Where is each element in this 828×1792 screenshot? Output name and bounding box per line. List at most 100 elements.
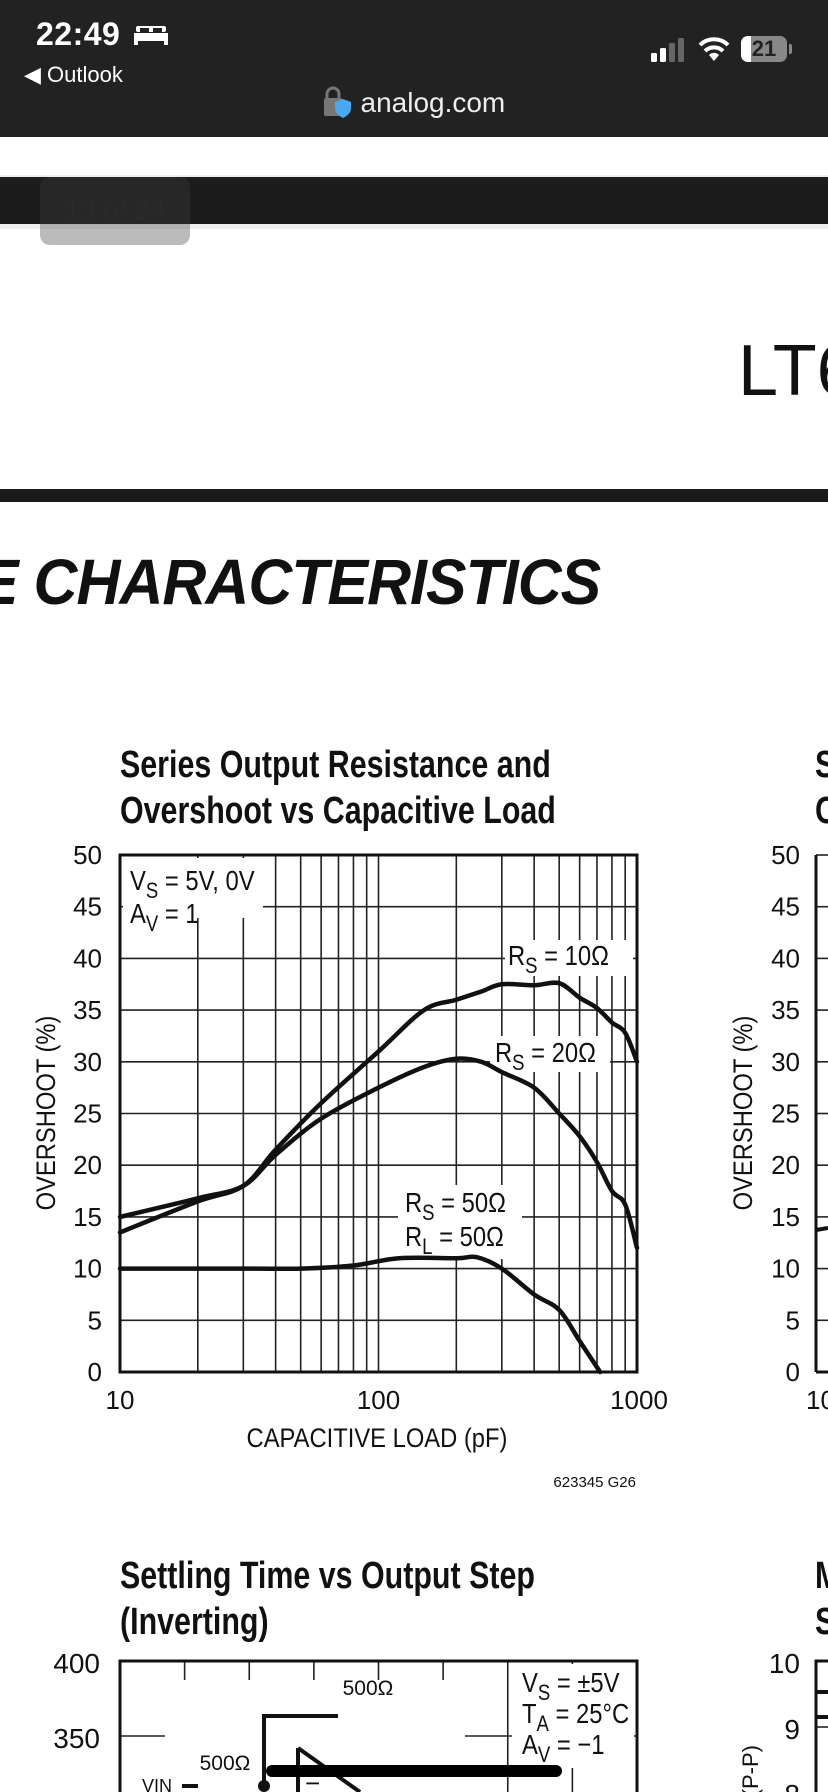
y-tick-label: 35 [771,995,800,1025]
condition-vs-rest: = ±5V [550,1666,620,1698]
page-indicator: 13 of 24 [40,177,190,245]
condition-ta-rest: = 25°C [549,1697,629,1729]
condition-ta: TA = 25°C [522,1697,629,1736]
chart3-title-line2: (Inverting) [120,1601,269,1643]
series-label-rs50: RS = 50Ω [405,1186,506,1225]
y-tick-label: 50 [73,840,102,870]
chart4-title-partial: M S [815,1553,828,1645]
condition-vs-main: V [130,864,146,896]
series-line-partial [815,1226,828,1232]
y-tick-label: 10 [771,1254,800,1284]
condition-ta-sub: A [537,1713,550,1737]
resistor-label-feedback: 500Ω [343,1677,394,1700]
label-bg [398,1185,522,1259]
condition-av-rest: = 1 [158,897,198,929]
series-line-3 [117,1254,603,1375]
chart4-partial: 10 9 8 (P-P) [738,1648,828,1792]
chart-title-line1: Series Output Resistance and [120,744,551,786]
condition-vs-sub: S [146,880,158,904]
overshoot-chart: 0 5 10 15 20 25 30 35 40 45 50 10 100 1000 CAPACITIVE … [32,840,668,1491]
series-line-2 [117,1056,640,1251]
series-label-rs10-main: R [508,939,525,971]
vin-label: VIN [142,1776,172,1792]
url-text: analog.com [360,87,506,118]
condition-vs-main: V [522,1666,538,1698]
condition-av-sub: V [538,1744,551,1768]
condition-ta-main: T [522,1697,537,1729]
wifi-icon [698,37,730,61]
chart2-title-line2: C [815,788,828,834]
plot-frame [118,853,639,1374]
label-bg [505,940,633,976]
resistor-label-input: 500Ω [200,1752,251,1775]
status-bar: 22:49 ◀ Outlook 21 analog.com [0,0,828,137]
battery-indicator: 21 [741,36,787,62]
battery-tip [789,44,792,54]
y-tick-label: 5 [88,1305,102,1335]
figure-id: 623345 G26 [553,1474,636,1491]
plot-frame [814,1659,828,1792]
chart-title-line2: Overshoot vs Capacitive Load [120,790,556,832]
condition-av: AV = 1 [130,897,199,936]
series-label-rs10-sub: S [525,955,537,979]
series-label-rs50-rest: = 50Ω [435,1186,506,1218]
section-title: E CHARACTERISTICS [0,546,601,618]
y-tick-label: 25 [73,1099,102,1129]
series-label-rs50-sub: S [422,1202,434,1226]
chart4-title-line2: S [815,1599,828,1645]
condition-vs-rest: = 5V, 0V [158,864,255,896]
junction-dot [258,1780,270,1792]
back-to-app-link[interactable]: ◀ Outlook [24,62,123,88]
pdf-toolbar [0,177,828,229]
y-tick-label: 40 [771,943,800,973]
y-tick-label: 45 [73,892,102,922]
x-tick-label: 1000 [610,1385,668,1415]
series-label-rs20-sub: S [512,1052,524,1076]
y-tick-label: 50 [771,840,800,870]
y-tick-label: 40 [73,943,102,973]
chart2-title-line1: S [815,742,828,788]
chart4-title-line1: M [815,1553,828,1599]
series-label-rs50-main: R [405,1186,422,1218]
y-tick-label: 0 [786,1357,800,1387]
y-tick-label: 350 [53,1723,100,1754]
chart-title: Series Output Resistance and Overshoot v… [120,742,556,834]
y-tick-label: 45 [771,892,800,922]
y-tick-label: 10 [73,1254,102,1284]
cellular-signal-icon [651,38,684,62]
y-tick-label: 9 [784,1714,800,1745]
battery-level: 21 [751,36,777,61]
series-label-rs20-main: R [495,1036,512,1068]
x-axis-label: CAPACITIVE LOAD (pF) [247,1424,508,1454]
condition-av-main: A [130,897,146,929]
series-label-rs10-rest: = 10Ω [538,939,609,971]
y-tick-label: 35 [73,995,102,1025]
y-tick-label: 25 [771,1099,800,1129]
series-label-rs20: RS = 20Ω [495,1036,596,1075]
condition-vs: VS = ±5V [522,1666,620,1705]
clock: 22:49 [36,16,121,52]
part-number-heading: LT6 [738,331,828,411]
condition-av: AV = −1 [522,1728,604,1767]
series-label-rs10: RS = 10Ω [508,939,609,978]
conditions-box-bg [123,858,263,918]
chart3-title: Settling Time vs Output Step (Inverting) [120,1553,535,1645]
back-triangle-icon: ◀ [24,62,41,87]
y-axis-label: OVERSHOOT (%) [729,1016,759,1211]
chart3-title-line1: Settling Time vs Output Step [120,1555,535,1597]
back-label: Outlook [47,62,123,87]
y-tick-label: 5 [786,1305,800,1335]
condition-av-rest: = −1 [550,1728,604,1760]
chart2-title-partial: S C [815,742,828,834]
lock-shield-icon [323,86,351,118]
y-axis-label: OVERSHOOT (%) [32,1016,62,1211]
y-tick-label: 15 [73,1202,102,1232]
address-bar[interactable]: analog.com [0,86,828,119]
y-tick-label: 20 [73,1150,102,1180]
y-tick-label: 30 [771,1047,800,1077]
x-tick-label: 10 [106,1385,135,1415]
series-label-rl50-sub: L [422,1236,432,1260]
series-label-rl50-rest: = 50Ω [433,1220,504,1252]
